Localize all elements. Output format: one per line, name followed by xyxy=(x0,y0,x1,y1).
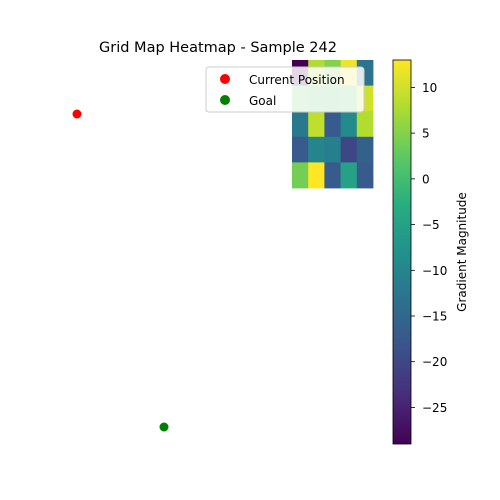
colorbar-label: Gradient Magnitude xyxy=(455,192,469,312)
heatmap-cell xyxy=(356,111,374,138)
heatmap-cell xyxy=(340,162,358,189)
colorbar-tick-label: 0 xyxy=(422,172,430,186)
colorbar-tick-label: −25 xyxy=(422,401,447,415)
heatmap-cell xyxy=(292,162,309,189)
markers xyxy=(72,109,169,432)
colorbar-tick-label: −10 xyxy=(422,264,447,278)
colorbar-tick-label: 5 xyxy=(422,127,430,141)
heatmap-cell xyxy=(340,136,358,163)
colorbar-tick-label: −5 xyxy=(422,218,440,232)
legend-box xyxy=(205,66,365,113)
heatmap-cell xyxy=(356,136,374,163)
current-position-marker xyxy=(72,109,82,119)
chart-title: Grid Map Heatmap - Sample 242 xyxy=(99,40,337,56)
heatmap-cell xyxy=(308,162,325,189)
heatmap-cell xyxy=(292,136,309,163)
legend-label-goal: Goal xyxy=(249,94,276,108)
legend: Current Position Goal xyxy=(205,66,365,113)
heatmap-cell xyxy=(324,136,341,163)
heatmap-cell xyxy=(340,111,358,138)
heatmap-cell xyxy=(292,111,309,138)
heatmap-cell xyxy=(324,162,341,189)
goal-marker xyxy=(159,422,169,432)
legend-label-current: Current Position xyxy=(249,73,345,87)
colorbar-tick-label: −15 xyxy=(422,310,447,324)
colorbar-ticks: 10 5 0 −5 −10 −15 −20 −25 xyxy=(411,81,447,415)
heatmap-cell xyxy=(308,111,325,138)
legend-marker-current xyxy=(220,74,230,84)
colorbar-tick-label: 10 xyxy=(422,81,437,95)
heatmap-cell xyxy=(356,162,374,189)
heatmap-cell xyxy=(324,111,341,138)
legend-marker-goal xyxy=(220,95,230,105)
colorbar-tick-label: −20 xyxy=(422,355,447,369)
colorbar: 10 5 0 −5 −10 −15 −20 −25 Gradient Magnitude xyxy=(392,59,469,445)
heatmap-cell xyxy=(308,136,325,163)
colorbar-gradient xyxy=(392,59,412,445)
